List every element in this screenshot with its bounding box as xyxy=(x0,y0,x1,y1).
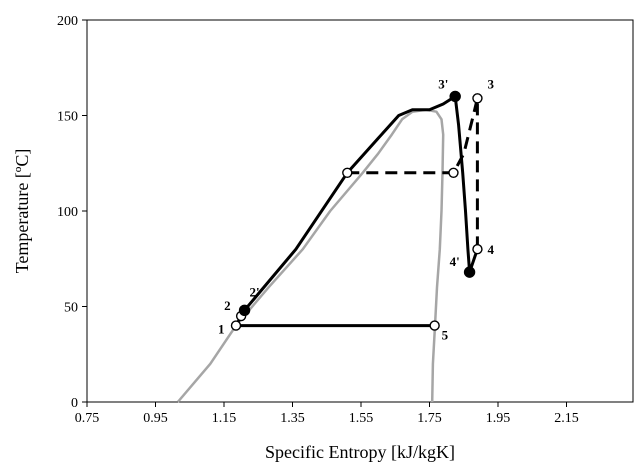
x-tick-label: 0.95 xyxy=(143,411,168,426)
state-point-open xyxy=(342,167,353,179)
state-point-filled xyxy=(463,266,476,278)
state-point-filled xyxy=(449,90,461,103)
state-point-open xyxy=(448,167,459,179)
state-point-label: 3' xyxy=(438,76,448,91)
y-axis-label: Temperature [ºC] xyxy=(12,149,32,274)
series-line-gray-solid xyxy=(176,108,445,403)
marker-layer xyxy=(230,90,483,331)
series-layer xyxy=(176,94,479,403)
x-tick-label: 1.55 xyxy=(349,411,374,426)
y-axis-ticks: 0 50 100 150 200 xyxy=(57,14,87,411)
x-tick-label: 1.15 xyxy=(212,411,237,426)
x-axis-label: Specific Entropy [kJ/kgK] xyxy=(265,442,455,462)
state-point-open xyxy=(230,320,242,331)
state-point-label: 4' xyxy=(450,254,460,269)
state-point-label: 4 xyxy=(487,242,494,257)
x-axis-ticks: 0.75 0.95 1.15 1.35 1.55 1.75 1.95 2.15 xyxy=(75,402,579,426)
plot-area-frame xyxy=(86,19,634,403)
state-point-open xyxy=(472,243,483,255)
state-point-open xyxy=(472,93,483,104)
x-tick-label: 0.75 xyxy=(75,411,100,426)
y-tick-label: 200 xyxy=(57,14,78,29)
y-tick-label: 100 xyxy=(57,205,78,220)
state-point-label: 2 xyxy=(224,298,231,313)
state-point-label: 1 xyxy=(218,322,225,337)
y-tick-label: 150 xyxy=(57,110,78,125)
y-tick-label: 50 xyxy=(64,301,78,316)
y-tick-label: 0 xyxy=(71,396,78,411)
x-tick-label: 1.75 xyxy=(417,411,442,426)
state-point-open xyxy=(429,320,440,331)
x-tick-label: 1.95 xyxy=(486,411,511,426)
state-point-label: 5 xyxy=(442,328,449,343)
state-point-label: 3 xyxy=(487,76,494,91)
state-point-filled xyxy=(238,304,251,317)
state-point-label: 2' xyxy=(250,284,260,299)
x-tick-label: 2.15 xyxy=(554,411,579,426)
x-tick-label: 1.35 xyxy=(280,411,305,426)
point-labels: 1 2 2' 3 3' 4 4' 5 xyxy=(218,76,494,342)
series-line-black-dashed xyxy=(347,96,479,250)
